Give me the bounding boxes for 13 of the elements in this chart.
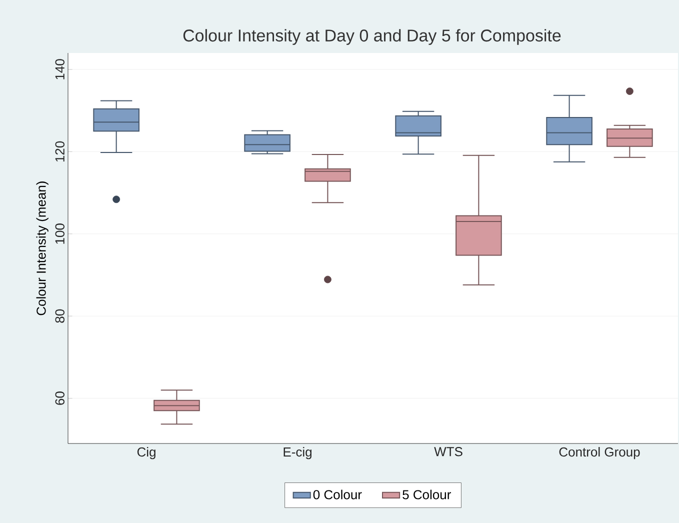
y-tick-label: 60 xyxy=(55,392,64,405)
y-tick-label: 100 xyxy=(55,224,64,244)
x-tick-label: Cig xyxy=(137,447,156,460)
y-tick-label: 120 xyxy=(55,141,64,162)
legend-label: 0 Colour xyxy=(313,490,362,500)
y-tick-label: 80 xyxy=(55,309,64,323)
chart-title: Colour Intensity at Day 0 and Day 5 for Composite xyxy=(183,29,561,45)
x-tick-label: E-cig xyxy=(284,447,312,460)
x-tick-label: WTS xyxy=(434,447,462,456)
legend-label: 5 Colour xyxy=(402,490,451,500)
y-axis-title: Colour Intensity (mean) xyxy=(36,182,48,316)
x-tick-label: Control Group xyxy=(559,447,640,460)
y-tick-label: 140 xyxy=(55,59,64,80)
